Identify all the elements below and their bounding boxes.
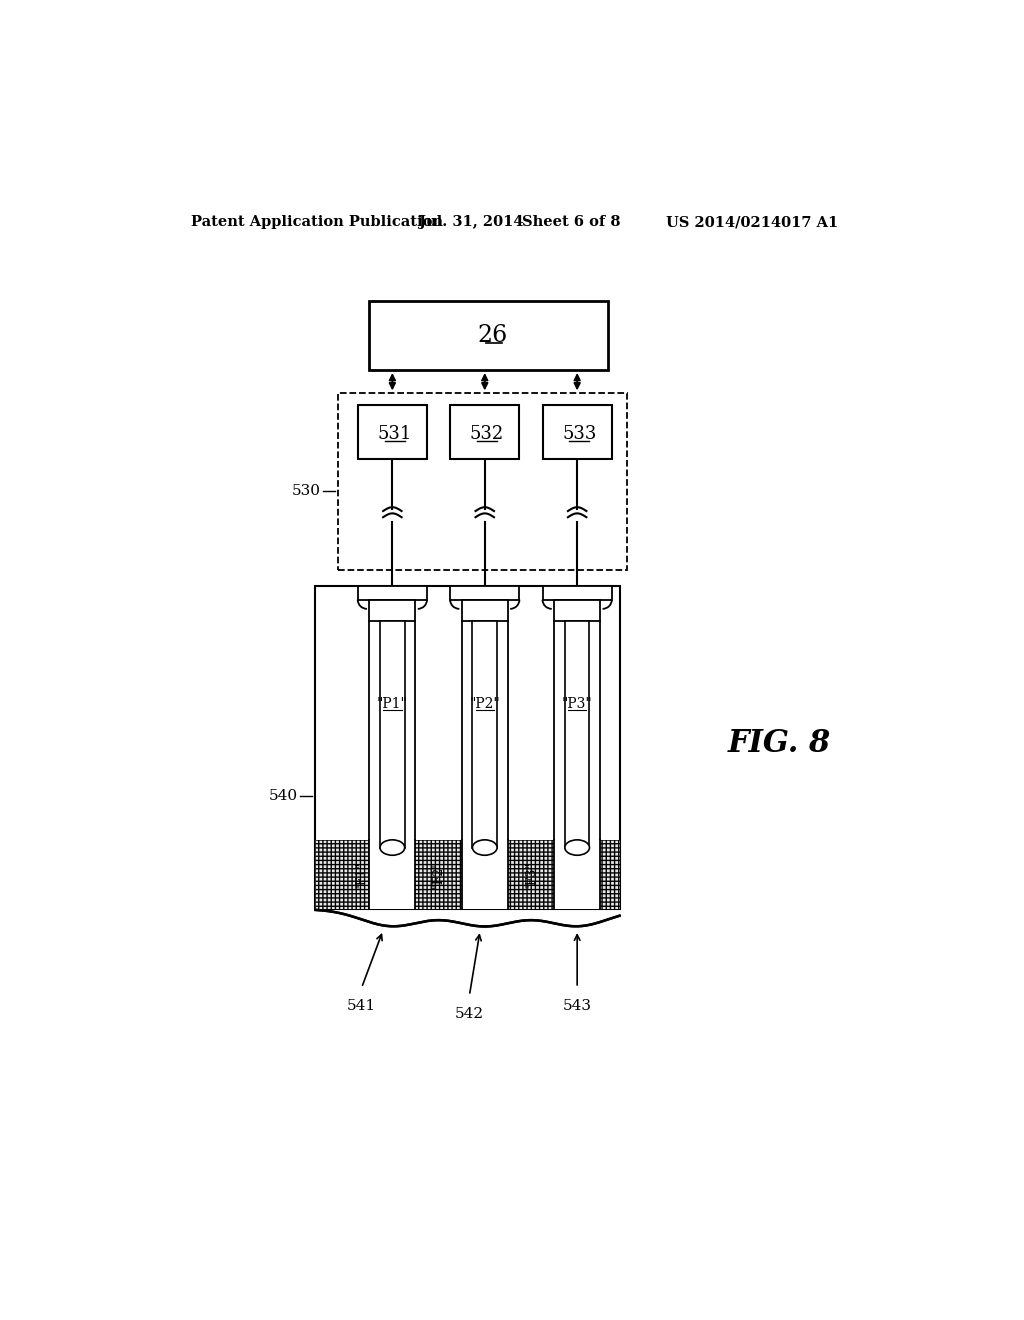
Bar: [472, 622, 497, 847]
Text: 530: 530: [292, 483, 321, 498]
Bar: [315, 586, 620, 909]
Bar: [357, 405, 427, 459]
Text: 540: 540: [268, 789, 298, 803]
Bar: [451, 405, 519, 459]
Bar: [339, 393, 628, 570]
Text: 533: 533: [562, 425, 597, 444]
Bar: [357, 586, 427, 599]
Bar: [370, 840, 416, 909]
Text: "F2": "F2": [432, 861, 445, 888]
Text: Patent Application Publication: Patent Application Publication: [190, 215, 442, 230]
Bar: [543, 586, 611, 599]
Bar: [462, 840, 508, 909]
Text: "F1": "F1": [355, 861, 368, 888]
Bar: [451, 586, 519, 599]
Bar: [380, 622, 404, 847]
Ellipse shape: [380, 840, 404, 855]
Bar: [565, 622, 590, 847]
Text: 541: 541: [347, 999, 376, 1014]
Polygon shape: [315, 909, 620, 956]
Text: Jul. 31, 2014: Jul. 31, 2014: [419, 215, 524, 230]
Text: 531: 531: [378, 425, 412, 444]
Text: 542: 542: [455, 1007, 484, 1022]
Text: "F3": "F3": [524, 861, 538, 888]
Bar: [462, 599, 508, 622]
Text: "P2": "P2": [469, 697, 500, 710]
Ellipse shape: [472, 840, 497, 855]
Bar: [554, 599, 600, 622]
Bar: [370, 599, 416, 622]
Text: Sheet 6 of 8: Sheet 6 of 8: [521, 215, 621, 230]
Text: FIG. 8: FIG. 8: [727, 729, 830, 759]
Text: 532: 532: [470, 425, 504, 444]
Bar: [554, 840, 600, 909]
Text: "P3": "P3": [562, 697, 593, 710]
Text: 26: 26: [477, 323, 508, 347]
Text: "P1": "P1": [377, 697, 408, 710]
Bar: [315, 840, 620, 909]
Text: US 2014/0214017 A1: US 2014/0214017 A1: [666, 215, 838, 230]
Bar: [543, 405, 611, 459]
Bar: [315, 840, 620, 909]
Ellipse shape: [565, 840, 590, 855]
Bar: [370, 301, 608, 370]
Text: 543: 543: [562, 999, 592, 1014]
